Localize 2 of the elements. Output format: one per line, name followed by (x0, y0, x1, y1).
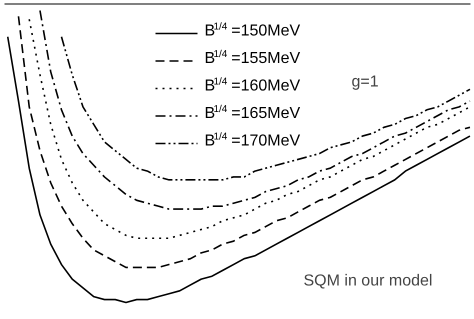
annotation: g=1 (352, 74, 379, 90)
annotation: SQM in our model (304, 272, 432, 290)
